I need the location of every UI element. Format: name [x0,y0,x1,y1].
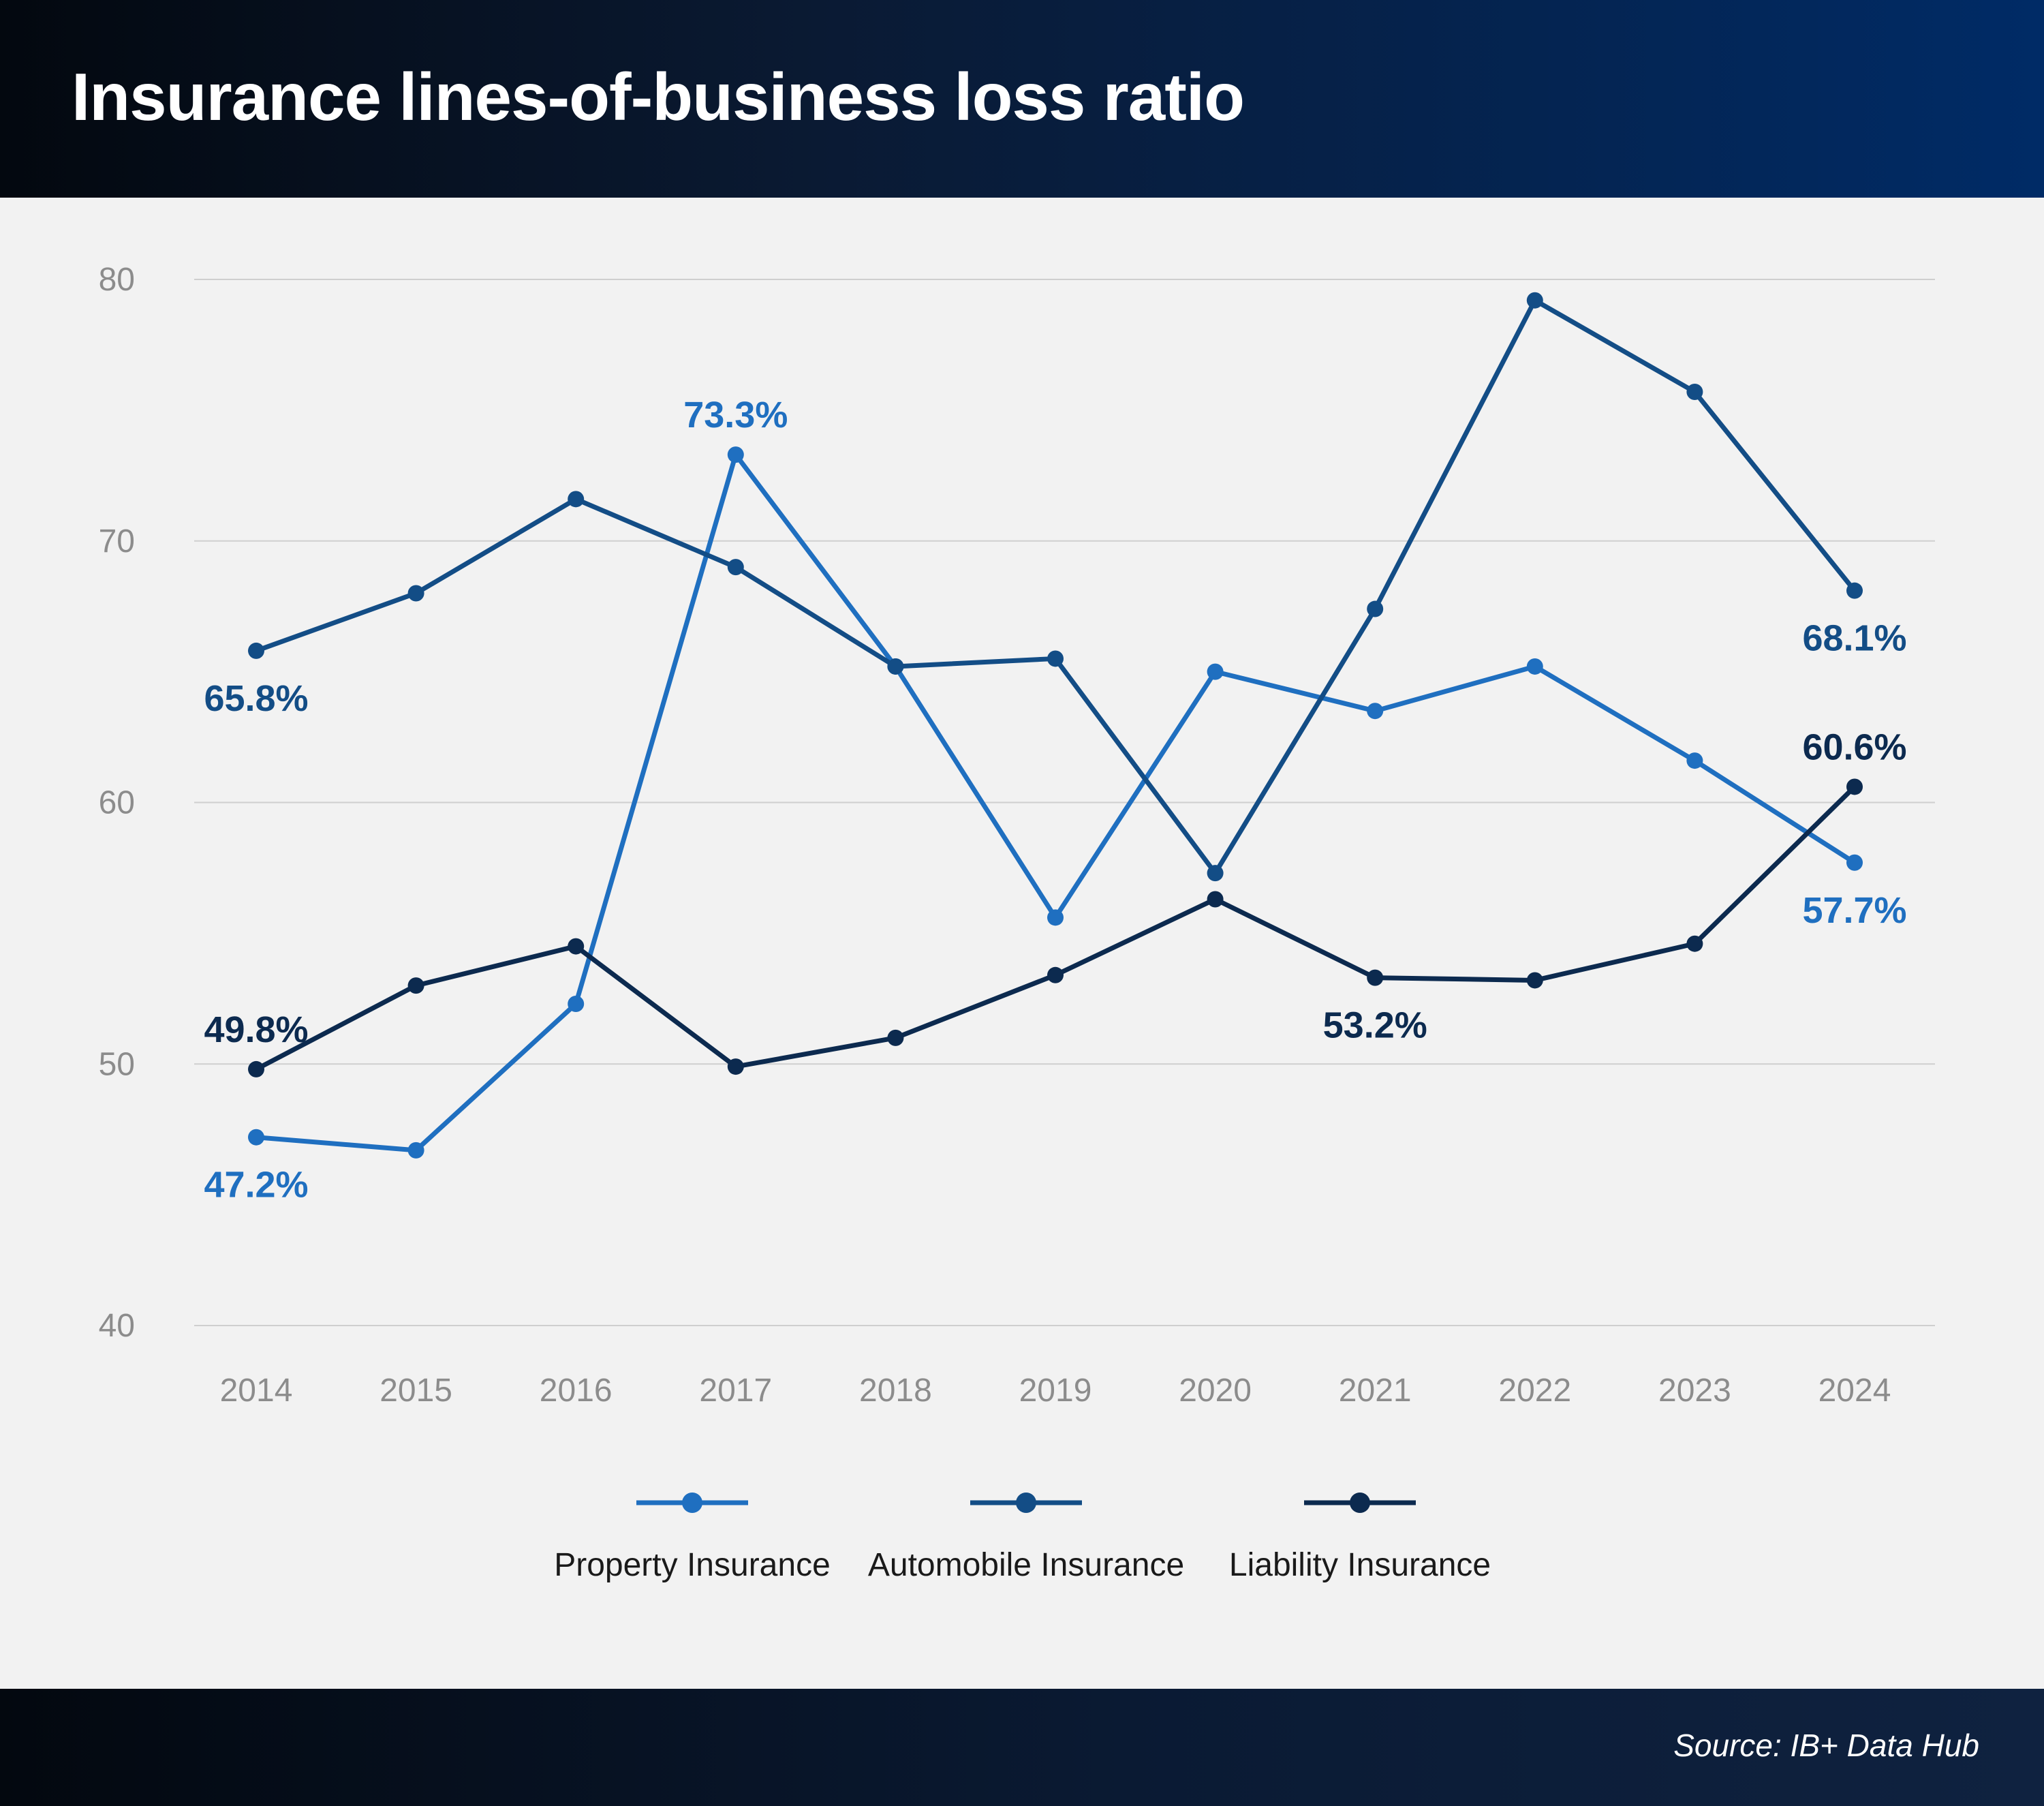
x-tick-label: 2018 [859,1373,932,1409]
x-tick-label: 2016 [540,1373,613,1409]
x-tick-label: 2021 [1339,1373,1412,1409]
data-point [1686,935,1703,952]
x-tick-label: 2023 [1658,1373,1731,1409]
legend-swatch-marker [1350,1493,1370,1513]
data-label: 73.3% [683,395,788,435]
data-point [1207,891,1224,908]
x-tick-label: 2022 [1498,1373,1571,1409]
data-label: 65.8% [204,678,308,719]
data-point [727,1058,744,1075]
data-point [568,491,585,508]
legend-label: Liability Insurance [1229,1547,1491,1583]
data-label: 68.1% [1802,618,1906,659]
x-tick-label: 2017 [699,1373,772,1409]
series-automobile-insurance [248,292,1863,882]
data-point [407,585,424,602]
x-axis-ticks: 2014 2015 2016 2017 2018 2019 2020 2021 2022 2023… [220,1373,1891,1409]
data-point [1686,752,1703,769]
data-point [1207,865,1224,882]
data-point [1526,292,1543,309]
data-point [1686,384,1703,401]
x-tick-label: 2015 [380,1373,452,1409]
chart-title: Insurance lines-of-business loss ratio [72,59,1245,134]
data-label: 53.2% [1323,1005,1427,1046]
legend-item: Liability Insurance [1229,1493,1491,1583]
data-label: 57.7% [1802,890,1906,931]
legend-item: Automobile Insurance [868,1493,1184,1583]
data-point [1367,969,1384,986]
y-tick-label: 40 [99,1308,135,1344]
y-tick-label: 50 [99,1046,135,1082]
data-point [407,1142,424,1159]
gridlines [194,279,1935,1326]
data-point [568,995,585,1012]
data-point [248,1060,264,1077]
x-tick-label: 2019 [1019,1373,1092,1409]
legend-label: Automobile Insurance [868,1547,1184,1583]
data-point [1846,582,1863,599]
x-tick-label: 2020 [1179,1373,1252,1409]
source-note: Source: IB+ Data Hub [1673,1728,1979,1763]
data-point [887,1029,904,1046]
data-point [407,977,424,994]
header-banner: Insurance lines-of-business loss ratio [0,0,2044,198]
data-point [1047,650,1064,667]
y-tick-label: 60 [99,785,135,821]
data-point [727,446,744,463]
series-liability-insurance [248,778,1863,1077]
data-point [1526,972,1543,989]
data-point [1526,658,1543,675]
legend-label: Property Insurance [554,1547,831,1583]
data-point [1367,600,1384,617]
y-tick-label: 70 [99,523,135,560]
data-point [1047,909,1064,926]
legend-swatch-marker [682,1493,702,1513]
series-property-insurance [248,446,1863,1159]
data-point [568,938,585,955]
footer-banner [0,1689,2044,1806]
legend: Property Insurance Automobile Insurance Li… [554,1493,1491,1583]
data-point [1207,663,1224,680]
data-point [887,658,904,675]
data-point [1047,966,1064,983]
y-tick-label: 80 [99,262,135,298]
data-point [1846,854,1863,871]
series-line [253,784,1857,1072]
data-point [1846,778,1863,795]
data-label: 49.8% [204,1009,308,1050]
legend-item: Property Insurance [554,1493,831,1583]
x-tick-label: 2014 [220,1373,293,1409]
data-point [248,1129,264,1146]
data-point [727,559,744,576]
data-label: 60.6% [1802,726,1906,767]
data-point [1367,703,1384,720]
data-label: 47.2% [204,1165,308,1206]
y-axis-ticks: 40 50 60 70 80 [99,262,135,1344]
data-labels: 47.2% 73.3% 57.7% 65.8% 68.1% 49.8% 53.2% 60.6% [204,395,1906,1206]
series-line [253,298,1857,876]
legend-swatch-marker [1016,1493,1036,1513]
x-tick-label: 2024 [1818,1373,1891,1409]
series-group [248,292,1863,1159]
data-point [248,642,264,659]
